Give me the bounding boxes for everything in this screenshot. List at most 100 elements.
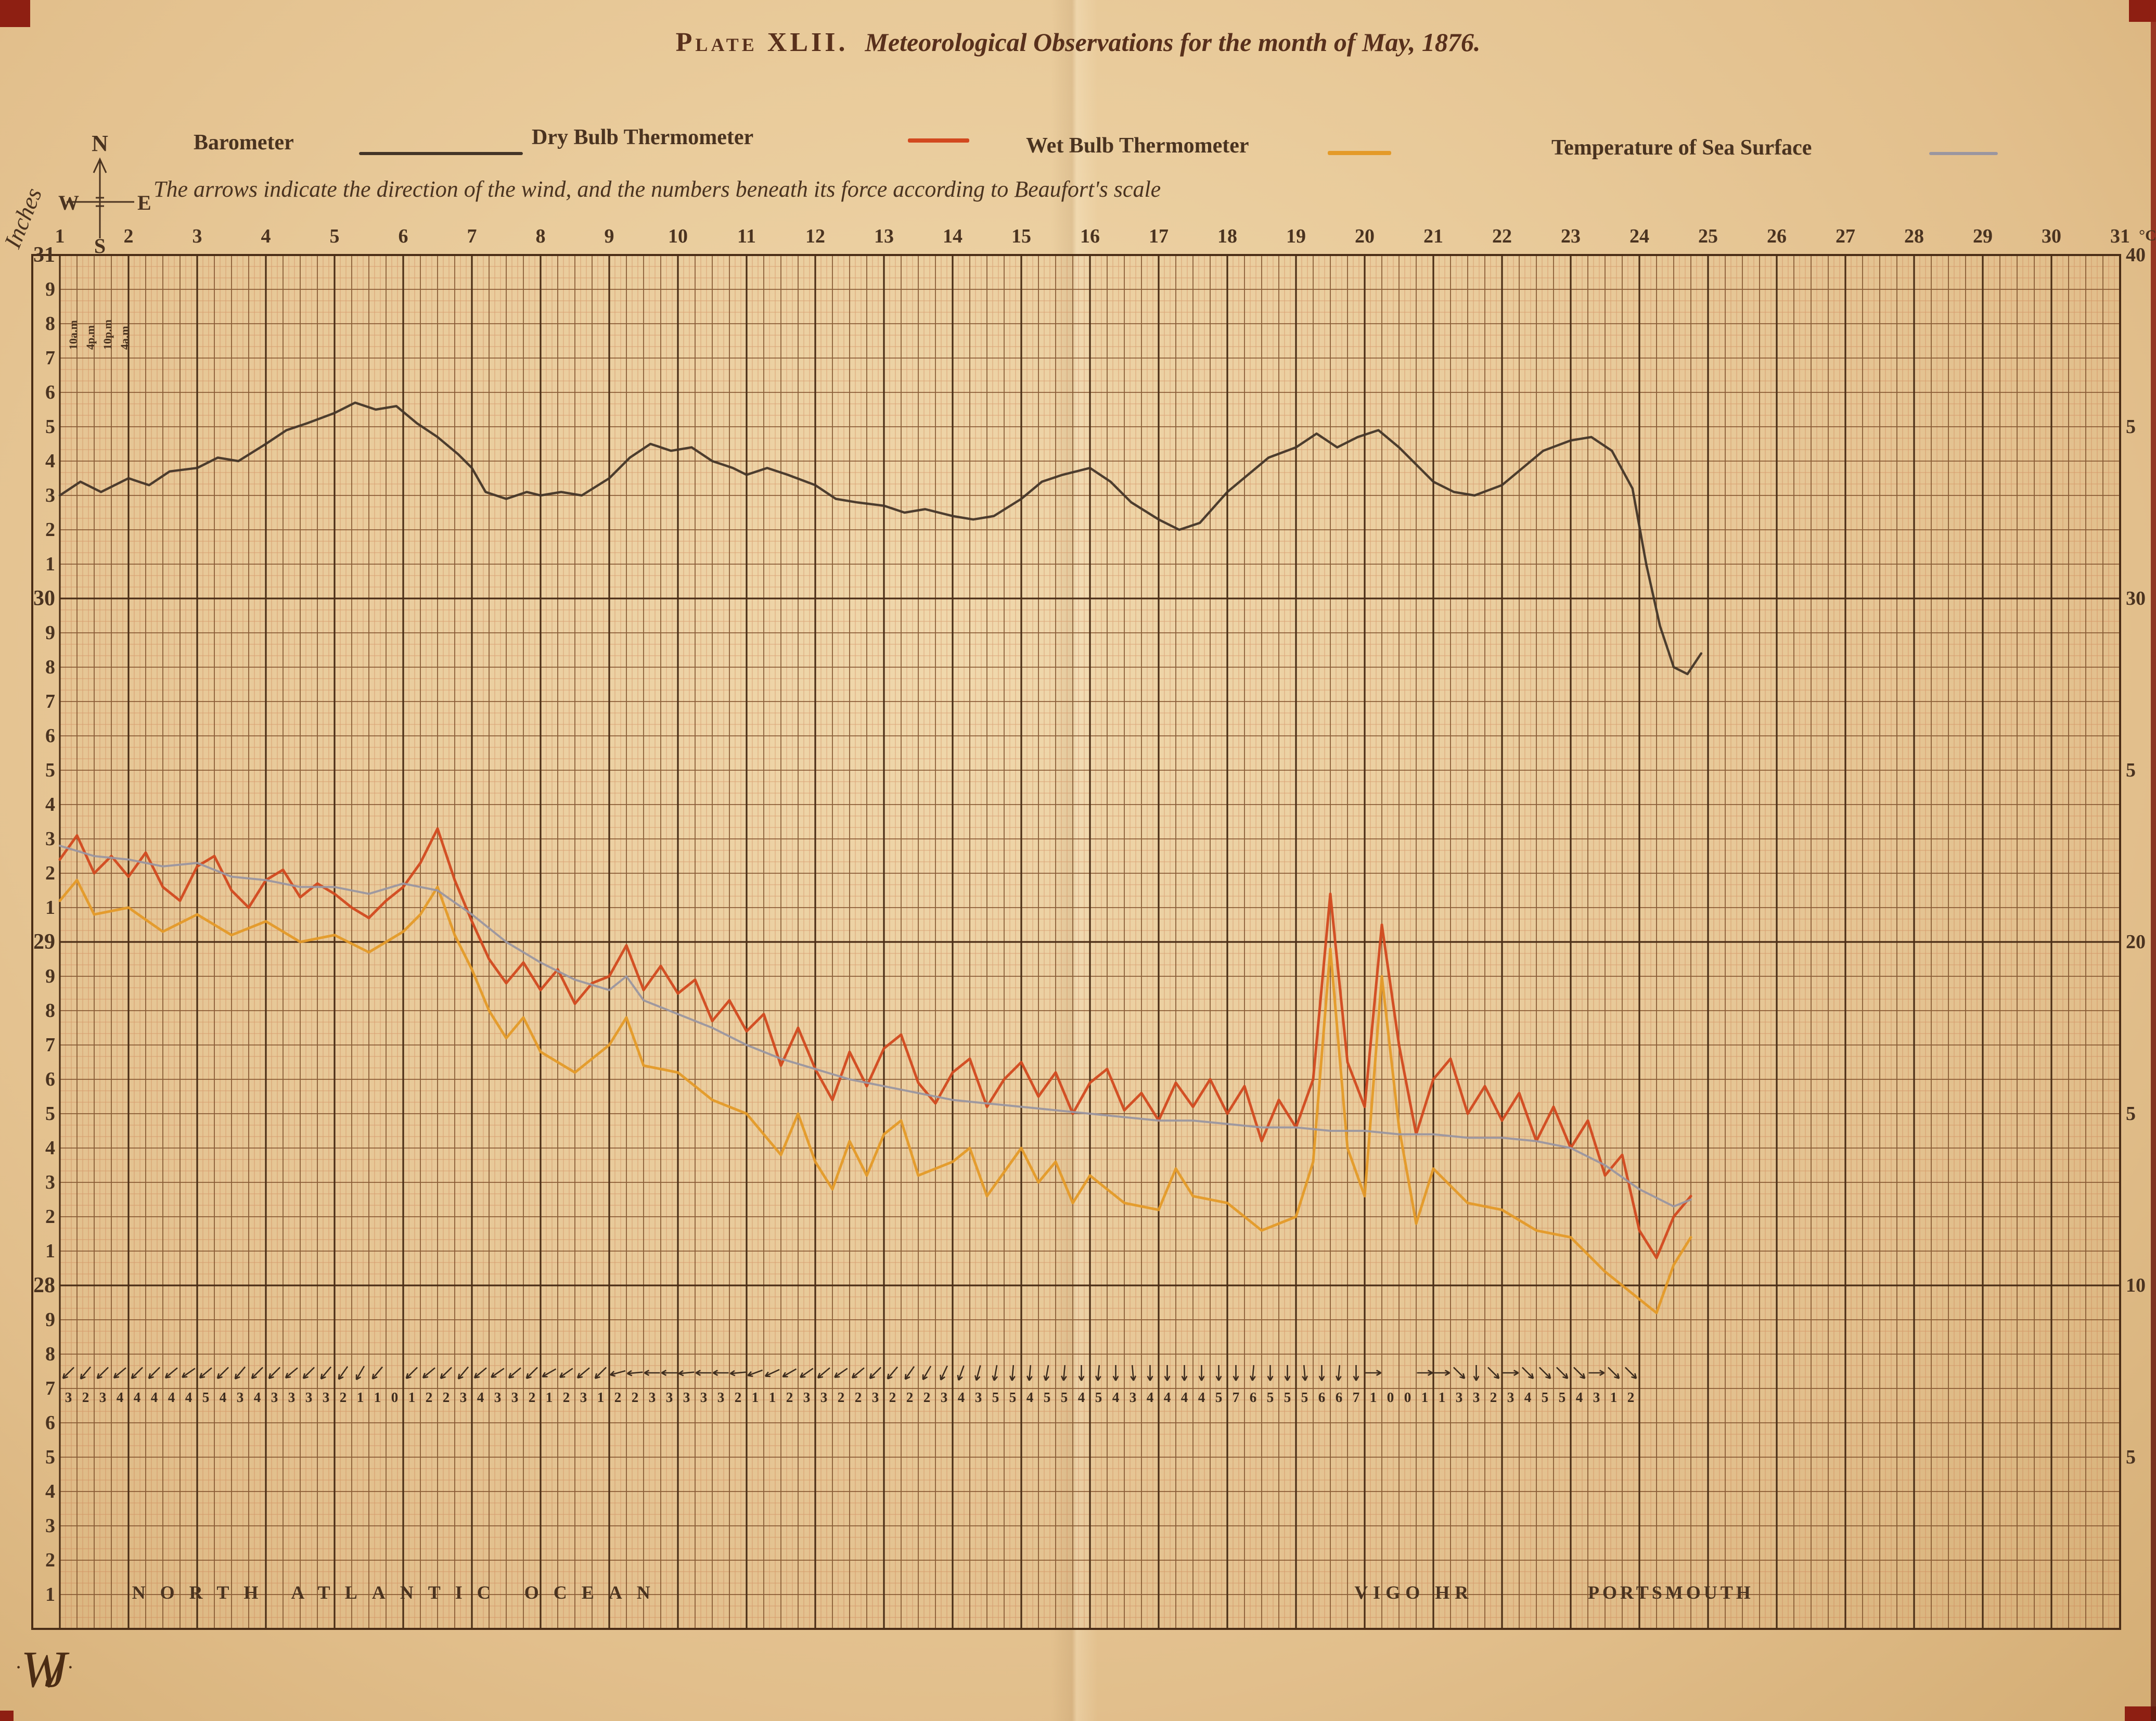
beaufort-force-number: 3 <box>1507 1389 1515 1405</box>
wind-direction-arrow <box>695 1370 712 1376</box>
wind-direction-arrow <box>869 1367 882 1379</box>
beaufort-force-number: 5 <box>1061 1389 1068 1405</box>
day-number: 12 <box>805 225 825 247</box>
left-axis-label: 2 <box>45 1549 55 1571</box>
beaufort-force-number: 3 <box>872 1389 879 1405</box>
wind-direction-arrow <box>1164 1365 1171 1381</box>
wind-direction-arrow <box>457 1366 469 1380</box>
left-axis-label: 31 <box>33 243 55 267</box>
wind-direction-arrow <box>338 1366 349 1380</box>
plate-subtitle: Meteorological Observations for the mont… <box>865 28 1481 57</box>
wind-direction-arrow <box>1556 1367 1569 1379</box>
day-number: 17 <box>1149 225 1169 247</box>
day-number: 23 <box>1561 225 1581 247</box>
route-label: VIGO HR <box>1354 1582 1473 1603</box>
left-axis-label: 5 <box>45 416 55 438</box>
right-axis-label: 10 <box>2126 1274 2146 1296</box>
beaufort-force-number: 1 <box>408 1389 416 1405</box>
monogram: ·WJ · <box>16 1640 73 1698</box>
left-axis-label: 1 <box>45 1584 55 1605</box>
wind-direction-arrow <box>1095 1365 1101 1381</box>
beaufort-force-number: 0 <box>1387 1389 1394 1405</box>
beaufort-force-number: 7 <box>1353 1389 1360 1405</box>
wind-direction-arrow <box>1573 1367 1586 1379</box>
wind-direction-arrow <box>644 1370 660 1376</box>
left-axis-label: 4 <box>45 1137 55 1159</box>
wind-direction-arrow <box>904 1366 915 1380</box>
photo-corner-top-left <box>0 0 30 27</box>
left-axis-label: 3 <box>45 485 55 506</box>
legend-line-barometer <box>359 152 523 155</box>
beaufort-force-number: 4 <box>151 1389 158 1405</box>
wind-direction-arrow <box>1061 1365 1067 1381</box>
wind-direction-arrow <box>940 1365 948 1381</box>
right-axis-label: 5 <box>2126 1446 2136 1468</box>
left-axis-label: 6 <box>45 1412 55 1434</box>
day-number: 10 <box>668 225 688 247</box>
wind-direction-arrow <box>992 1365 998 1381</box>
beaufort-force-number: 3 <box>580 1389 587 1405</box>
wind-direction-arrow <box>1453 1367 1466 1379</box>
beaufort-force-number: 4 <box>1026 1389 1034 1405</box>
left-axis-label: 29 <box>33 930 55 954</box>
wind-direction-arrow <box>974 1365 981 1381</box>
wind-direction-arrow <box>405 1367 418 1379</box>
legend-line-wet_bulb <box>1328 151 1391 155</box>
photo-edge-right <box>2151 0 2156 1721</box>
wind-direction-arrow <box>113 1367 126 1379</box>
beaufort-force-number: 4 <box>1181 1389 1188 1405</box>
day-number: 13 <box>874 225 894 247</box>
wind-direction-arrow <box>302 1367 315 1379</box>
legend-label-wet_bulb: Wet Bulb Thermometer <box>1026 134 1249 158</box>
beaufort-force-number: 4 <box>1112 1389 1120 1405</box>
day-number: 28 <box>1904 225 1924 247</box>
wind-direction-arrow <box>610 1370 626 1377</box>
left-axis-label: 8 <box>45 656 55 678</box>
legend-label-barometer: Barometer <box>194 131 294 155</box>
wind-direction-arrow <box>1112 1365 1119 1381</box>
beaufort-force-number: 3 <box>460 1389 467 1405</box>
day-number: 14 <box>943 225 962 247</box>
wind-direction-arrow <box>1365 1370 1382 1376</box>
beaufort-force-number: 3 <box>649 1389 656 1405</box>
compass-rose: N W E S <box>58 131 151 254</box>
wind-direction-arrow <box>851 1367 865 1379</box>
beaufort-force-number: 1 <box>1610 1389 1618 1405</box>
wind-direction-arrow <box>1417 1370 1433 1376</box>
day-number: 20 <box>1355 225 1375 247</box>
wind-direction-arrow <box>371 1366 383 1380</box>
wind-direction-arrow <box>1487 1367 1500 1379</box>
day-number: 4 <box>261 225 271 247</box>
beaufort-force-number: 5 <box>202 1389 210 1405</box>
wind-direction-arrow <box>712 1370 729 1376</box>
wind-direction-arrow <box>764 1369 780 1378</box>
beaufort-force-number: 3 <box>1130 1389 1137 1405</box>
wind-direction-arrow <box>1147 1365 1153 1381</box>
beaufort-force-number: 5 <box>1284 1389 1291 1405</box>
beaufort-force-number: 2 <box>855 1389 862 1405</box>
wind-direction-arrow <box>834 1368 848 1378</box>
left-axis-label: 6 <box>45 725 55 747</box>
day-number: 11 <box>737 225 756 247</box>
beaufort-force-number: 5 <box>1559 1389 1566 1405</box>
beaufort-force-number: 1 <box>752 1389 759 1405</box>
wind-direction-arrow <box>199 1367 212 1379</box>
wind-direction-arrow <box>594 1367 607 1379</box>
day-number: 22 <box>1492 225 1512 247</box>
left-axis-label: 7 <box>45 1034 55 1056</box>
beaufort-force-number: 4 <box>1164 1389 1171 1405</box>
left-axis-label: 2 <box>45 1206 55 1228</box>
series-barometer <box>58 401 1703 675</box>
wind-direction-arrow <box>887 1366 899 1380</box>
day-number: 19 <box>1286 225 1306 247</box>
wind-direction-arrow <box>1078 1365 1085 1381</box>
wind-direction-arrow <box>661 1370 677 1376</box>
left-axis-label: 1 <box>45 553 55 575</box>
wind-direction-arrow <box>800 1368 814 1378</box>
beaufort-force-number: 5 <box>1542 1389 1549 1405</box>
day-number: 29 <box>1973 225 1993 247</box>
left-axis-label: 7 <box>45 1378 55 1399</box>
beaufort-force-number: 2 <box>614 1389 622 1405</box>
wind-direction-arrow <box>1588 1370 1605 1376</box>
